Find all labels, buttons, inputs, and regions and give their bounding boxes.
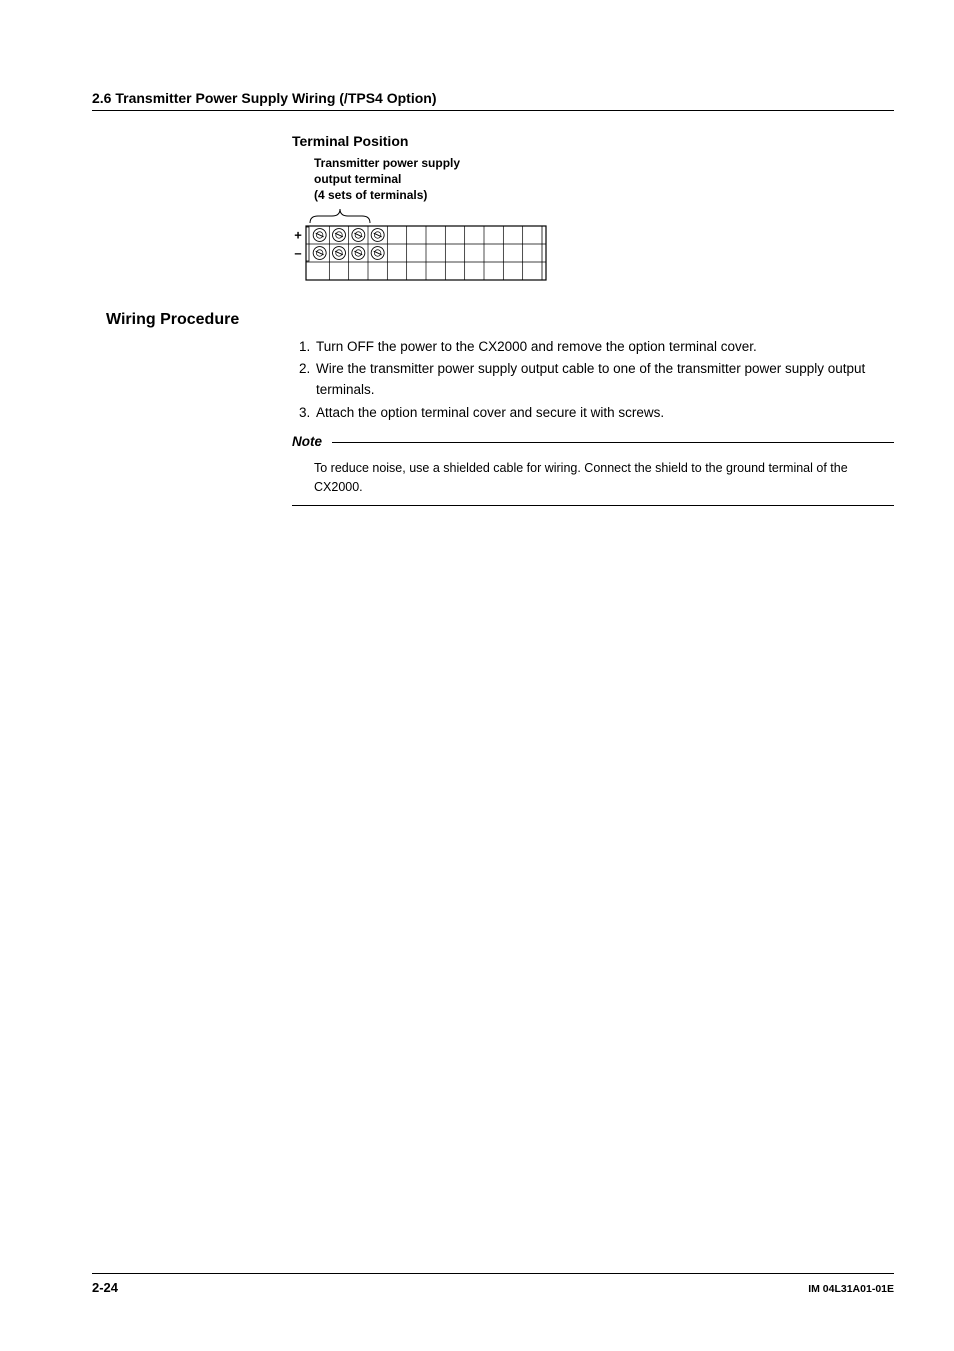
terminal-label-line2: output terminal (314, 171, 894, 187)
document-id: IM 04L31A01-01E (808, 1283, 894, 1295)
wiring-steps-list: Turn OFF the power to the CX2000 and rem… (292, 337, 894, 425)
page-footer: 2-24 IM 04L31A01-01E (92, 1273, 894, 1295)
footer-rule (92, 1273, 894, 1274)
svg-text:+: + (294, 227, 302, 242)
wiring-procedure-heading: Wiring Procedure (106, 311, 894, 329)
note-header-row: Note (292, 432, 894, 453)
wiring-step: Turn OFF the power to the CX2000 and rem… (314, 337, 894, 358)
terminal-label-line3: (4 sets of terminals) (314, 187, 894, 203)
note-body: To reduce noise, use a shielded cable fo… (314, 459, 894, 503)
page: 2.6 Transmitter Power Supply Wiring (/TP… (0, 0, 954, 1351)
svg-text:–: – (294, 245, 301, 260)
section-header: 2.6 Transmitter Power Supply Wiring (/TP… (92, 90, 894, 111)
page-number: 2-24 (92, 1280, 118, 1295)
note-rule (332, 442, 894, 443)
footer-row: 2-24 IM 04L31A01-01E (92, 1280, 894, 1295)
terminal-label-line1: Transmitter power supply (314, 155, 894, 171)
terminal-position-heading: Terminal Position (292, 133, 894, 149)
note-bottom-rule (292, 505, 894, 506)
note-label: Note (292, 432, 322, 453)
wiring-step: Attach the option terminal cover and sec… (314, 403, 894, 424)
terminal-diagram-svg: +– (292, 208, 552, 288)
wiring-step: Wire the transmitter power supply output… (314, 359, 894, 401)
terminal-diagram: +– (292, 208, 894, 293)
content-column: Turn OFF the power to the CX2000 and rem… (292, 337, 894, 506)
